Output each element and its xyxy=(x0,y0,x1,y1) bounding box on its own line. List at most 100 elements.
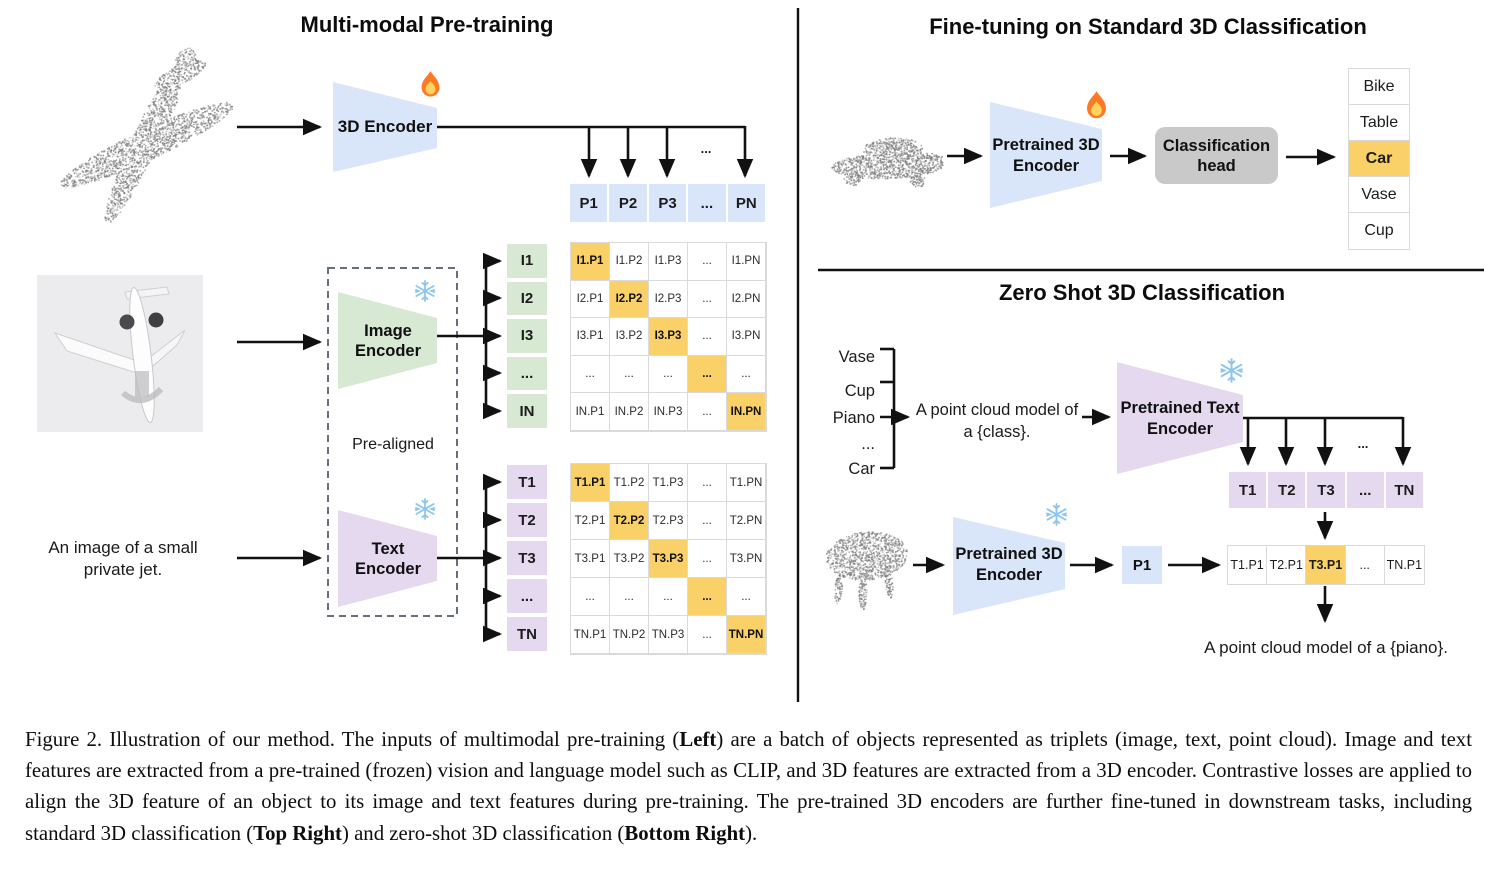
matrix-cell-1-3: ... xyxy=(688,502,727,540)
text-feature-column: T1 T2 T3... TN xyxy=(507,465,547,651)
matrix-cell-3-4: ... xyxy=(727,355,766,394)
text-point-similarity-matrix: T1.P1 T1.P2 T1.P3... T1.PN T2.P1 T2.P2 T2.P3..… xyxy=(570,463,767,655)
matrix-cell-2-1: T3.P2 xyxy=(610,540,649,578)
image-feature-cell-4: IN xyxy=(507,394,547,428)
airplane-point-cloud xyxy=(60,47,234,224)
matrix-cell-3-1: ... xyxy=(610,578,649,616)
matrix-cell-1-0: T2.P1 xyxy=(571,502,610,540)
zeroshot-class-3: ... xyxy=(861,434,875,453)
class-cell-3: Vase xyxy=(1349,177,1409,213)
matrix-cell-2-2: T3.P3 xyxy=(649,540,688,578)
matrix-cell-3-3: ... xyxy=(688,355,727,394)
p-feature-cell-0: P1 xyxy=(570,184,608,222)
matrix-cell-3-0: ... xyxy=(571,355,610,394)
ellipsis-label: ... xyxy=(1357,436,1369,451)
image-feature-cell-2: I3 xyxy=(507,319,547,353)
matrix-cell-3-1: ... xyxy=(610,355,649,394)
figure-caption: Figure 2. Illustration of our method. Th… xyxy=(25,728,1472,845)
similarity-cell-4: TN.P1 xyxy=(1386,558,1423,572)
matrix-cell-1-0: I2.P1 xyxy=(571,280,610,319)
text-feature-cell-0: T1 xyxy=(507,465,547,499)
car-point-cloud xyxy=(831,137,944,188)
similarity-cell-2: T3.P1 xyxy=(1306,546,1346,584)
matrix-cell-1-2: T2.P3 xyxy=(649,502,688,540)
matrix-cell-4-1: IN.P2 xyxy=(610,393,649,431)
class-cell-1: Table xyxy=(1349,105,1409,141)
pretrained-3d-encoder-label: Pretrained 3D Encoder xyxy=(992,136,1100,175)
similarity-score-row: T1.P1 T2.P1 T3.P1... TN.P1 xyxy=(1227,545,1425,585)
matrix-cell-3-4: ... xyxy=(727,578,766,616)
matrix-cell-3-3: ... xyxy=(688,578,727,616)
image-point-similarity-matrix: I1.P1 I1.P2 I1.P3... I1.PN I2.P1 I2.P2 I2.P3..… xyxy=(570,242,767,432)
similarity-cell-1: T2.P1 xyxy=(1267,546,1307,584)
p-feature-cell-1: P2 xyxy=(609,184,647,222)
matrix-cell-2-0: I3.P1 xyxy=(571,318,610,356)
pre-aligned-label: Pre-aligned xyxy=(352,436,434,453)
matrix-cell-4-2: TN.P3 xyxy=(649,616,688,654)
pretrained-3d-encoder-zs-label: Pretrained 3D Encoder xyxy=(955,545,1063,584)
snowflake-icon xyxy=(414,280,436,302)
t-embedding-cell-3: ... xyxy=(1346,472,1384,508)
matrix-cell-0-3: ... xyxy=(688,243,727,281)
fire-icon xyxy=(421,71,440,97)
image-feature-cell-0: I1 xyxy=(507,244,547,278)
prompt-template-text: A point cloud model of a {class}. xyxy=(915,401,1079,441)
matrix-cell-2-4: T3.PN xyxy=(727,540,766,578)
matrix-cell-4-3: ... xyxy=(688,616,727,654)
3d-encoder-label: 3D Encoder xyxy=(337,117,433,136)
matrix-cell-0-0: T1.P1 xyxy=(571,464,610,502)
t-embedding-cell-0: T1 xyxy=(1229,472,1267,508)
snowflake-icon xyxy=(414,498,436,520)
matrix-cell-4-0: TN.P1 xyxy=(571,616,610,654)
zeroshot-class-list: Vase Cup Piano... Car xyxy=(813,341,875,479)
class-cell-4: Cup xyxy=(1364,222,1394,239)
matrix-cell-1-4: T2.PN xyxy=(727,502,766,540)
jet-text-input: An image of a small private jet. xyxy=(48,538,198,579)
text-feature-cell-3: ... xyxy=(507,579,547,613)
text-embedding-row: T1 T2 T3... TN xyxy=(1229,472,1423,508)
text-feature-cell-4: TN xyxy=(507,617,547,651)
class-cell-0: Bike xyxy=(1349,69,1409,105)
snowflake-icon xyxy=(1220,358,1243,383)
image-feature-column: I1 I2 I3... IN xyxy=(507,244,547,428)
matrix-cell-2-1: I3.P2 xyxy=(610,318,649,356)
matrix-cell-4-4: TN.PN xyxy=(727,616,766,654)
finetune-panel-title: Fine-tuning on Standard 3D Classificatio… xyxy=(929,14,1367,39)
p-feature-cell-4: PN xyxy=(727,184,765,222)
matrix-cell-4-0: IN.P1 xyxy=(571,393,610,431)
matrix-cell-4-1: TN.P2 xyxy=(610,616,649,654)
matrix-cell-3-0: ... xyxy=(571,578,610,616)
matrix-cell-2-3: ... xyxy=(688,318,727,356)
image-encoder-label: Image Encoder xyxy=(354,322,422,360)
pretrained-text-encoder-label: Pretrained Text Encoder xyxy=(1120,399,1240,438)
ellipsis-label: ... xyxy=(700,141,712,156)
matrix-cell-2-4: I3.PN xyxy=(727,318,766,356)
similarity-cell-0: T1.P1 xyxy=(1228,546,1268,584)
image-feature-cell-1: I2 xyxy=(507,281,547,316)
matrix-cell-0-1: I1.P2 xyxy=(610,243,649,281)
matrix-cell-0-2: T1.P3 xyxy=(649,464,688,502)
text-encoder-label: Text Encoder xyxy=(354,540,422,578)
piano-point-cloud xyxy=(826,531,909,611)
matrix-cell-1-3: ... xyxy=(688,280,727,319)
class-cell-2: Car xyxy=(1349,141,1409,177)
p-feature-cell-3: ... xyxy=(688,184,726,222)
classification-output-list: Bike Table Car Vase Cup xyxy=(1348,68,1410,250)
matrix-cell-1-2: I2.P3 xyxy=(649,280,688,319)
matrix-cell-4-3: ... xyxy=(688,393,727,431)
matrix-cell-2-0: T3.P1 xyxy=(571,540,610,578)
text-feature-cell-2: T3 xyxy=(507,541,547,575)
matrix-cell-0-4: I1.PN xyxy=(727,243,766,281)
zeroshot-class-0: Vase xyxy=(838,348,875,366)
snowflake-icon xyxy=(1046,503,1067,526)
point-embedding-cell: P1 xyxy=(1122,546,1162,584)
matrix-cell-4-2: IN.P3 xyxy=(649,393,688,431)
jet-input-image xyxy=(37,275,203,432)
zeroshot-class-1: Cup xyxy=(844,381,875,400)
matrix-cell-0-0: I1.P1 xyxy=(571,243,610,281)
t-embedding-cell-1: T2 xyxy=(1268,472,1306,508)
matrix-cell-4-4: IN.PN xyxy=(727,393,766,431)
matrix-cell-0-2: I1.P3 xyxy=(649,243,688,281)
matrix-cell-0-3: ... xyxy=(688,464,727,502)
